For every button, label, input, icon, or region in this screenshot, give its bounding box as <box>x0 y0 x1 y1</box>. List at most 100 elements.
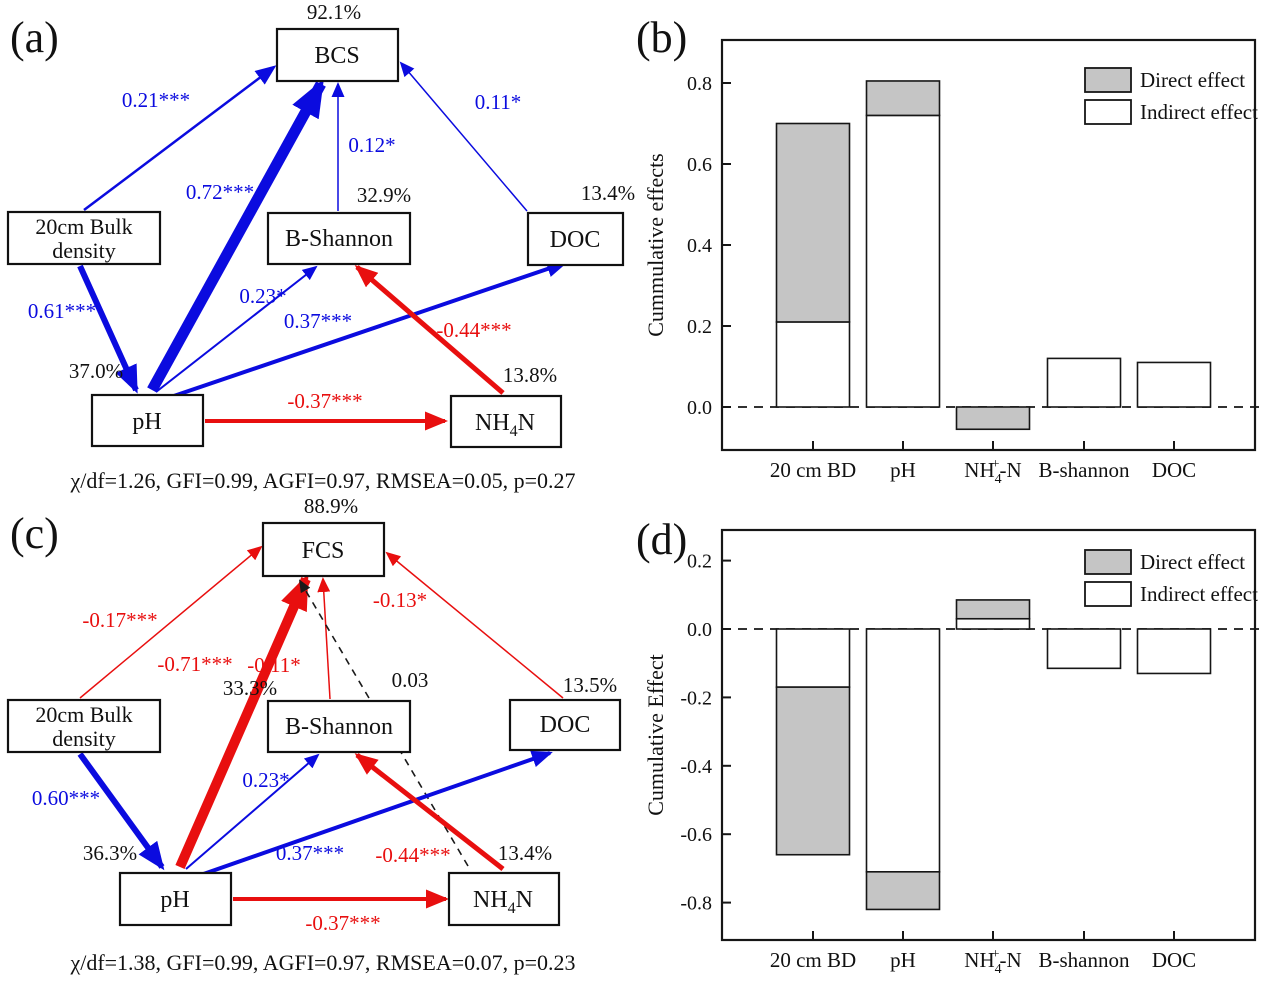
bar-pH-direct <box>865 80 941 117</box>
path-ph-to-bcs-arrow <box>147 78 326 393</box>
coef-bulk-fcs: -0.17*** <box>82 608 157 632</box>
legend-swatch-direct <box>1084 549 1132 575</box>
bcs-label: BCS <box>314 43 359 69</box>
fit-statistics-a: χ/df=1.26, GFI=0.99, AGFI=0.97, RMSEA=0.… <box>69 468 575 493</box>
path-ph-to-doc-arrow <box>161 260 568 402</box>
y-tick-label: -0.8 <box>680 893 712 915</box>
bar-NH4+-N-direct <box>955 406 1031 431</box>
x-category-label: B-shannon <box>1039 948 1130 972</box>
y-tick-label: 0.6 <box>687 154 712 176</box>
legend-swatch-indirect <box>1084 581 1132 607</box>
bcs-box <box>275 27 400 83</box>
coef-bulk-ph: 0.61*** <box>28 299 96 323</box>
r2-fcs: 88.9% <box>304 494 358 518</box>
bar-B-shannon-indirect <box>1046 357 1122 408</box>
path-nh4n-to-bshannon-arrow <box>354 265 505 395</box>
coef-ph-bshannon-c: 0.23* <box>242 768 289 792</box>
bshannon-label-a: B-Shannon <box>285 226 393 252</box>
r2-doc-a: 13.4% <box>581 181 635 205</box>
bar-pH-direct <box>865 871 941 911</box>
ph-box-a <box>90 393 205 448</box>
r2-bshannon-a: 32.9% <box>357 183 411 207</box>
bar-DOC-indirect <box>1136 361 1212 408</box>
coef-ph-doc: 0.37*** <box>284 309 352 333</box>
bulk-density-label-line2-a: density <box>52 238 116 263</box>
coef-ph-fcs: -0.71*** <box>157 652 232 676</box>
fit-statistics-c: χ/df=1.38, GFI=0.99, AGFI=0.97, RMSEA=0.… <box>69 950 575 975</box>
nh4n-box-a <box>449 394 563 449</box>
bar-20 cm BD-indirect <box>775 321 851 408</box>
plot-frame <box>720 528 1257 942</box>
bar-chart-b: 0.0 0.2 0.4 0.6 0.8 20 cm BD pH NH4+-N B-shannon… <box>636 13 1263 487</box>
bar-NH4+-N-indirect <box>955 617 1031 630</box>
bar-20 cm BD-direct <box>775 686 851 856</box>
coef-ph-bcs: 0.72*** <box>186 180 254 204</box>
nh4n-label-a: NH4N <box>475 410 535 440</box>
path-bshannon-to-fcs-arrow <box>317 577 331 700</box>
r2-nh4n-a: 13.8% <box>503 363 557 387</box>
legend-label: Indirect effect <box>1140 582 1258 606</box>
bshannon-box-c <box>266 699 412 754</box>
nh4n-suffix-a: N <box>518 410 535 436</box>
bar-B-shannon-indirect <box>1046 628 1122 670</box>
bulk-density-label-line1-c: 20cm Bulk <box>35 702 132 727</box>
coef-bulk-ph-c: 0.60*** <box>32 786 100 810</box>
y-tick-label: 0.8 <box>687 73 712 95</box>
coef-doc-fcs: -0.13* <box>373 588 427 612</box>
bar-20 cm BD-direct <box>775 122 851 323</box>
coef-nh4n-bshannon: -0.44*** <box>436 318 511 342</box>
legend-swatch-direct <box>1084 67 1132 93</box>
nh4n-base-c: NH <box>473 887 508 913</box>
y-tick-label: 0.4 <box>687 235 712 257</box>
ph-box-c <box>118 871 233 927</box>
coef-doc-bcs: 0.11* <box>475 90 521 114</box>
bshannon-label-c: B-Shannon <box>285 714 393 740</box>
r2-nh4n-c: 13.4% <box>498 841 552 865</box>
bulk-density-label-line1-a: 20cm Bulk <box>35 214 132 239</box>
path-bulk-to-ph-arrow <box>77 264 139 394</box>
coef-ph-nh4n-c: -0.37*** <box>305 911 380 935</box>
path-ph-to-bshannon-arrow-c <box>185 753 320 870</box>
y-axis-label: Cumulative Effect <box>643 654 668 816</box>
x-category-label: DOC <box>1152 458 1196 482</box>
bulk-density-label-line2-c: density <box>52 726 116 751</box>
bulk-density-box-a <box>6 210 162 266</box>
nh4n-sub-a: 4 <box>510 423 518 440</box>
bar-20 cm BD-indirect <box>775 628 851 688</box>
y-tick-label: 0.2 <box>687 316 712 338</box>
coef-nh4n-bshannon-c: -0.44*** <box>375 843 450 867</box>
coef-bshannon-fcs: -0.11* <box>247 653 300 677</box>
coef-ph-bshannon: 0.23* <box>239 284 286 308</box>
path-bulk-to-ph-arrow-c <box>77 752 165 871</box>
nh4n-sub-c: 4 <box>508 900 516 917</box>
path-doc-to-fcs-arrow <box>385 551 564 699</box>
path-bulk-to-bcs-arrow <box>83 65 277 211</box>
panel-letter-d: (d) <box>636 515 687 564</box>
y-tick-label: -0.2 <box>680 687 712 709</box>
path-ph-to-bshannon-arrow <box>155 265 318 393</box>
nh4n-suffix-c: N <box>516 887 533 913</box>
path-doc-to-bcs-arrow <box>399 61 528 212</box>
nh4n-box-c <box>447 871 561 927</box>
bar-pH-indirect <box>865 628 941 873</box>
coef-nh4n-fcs: 0.03 <box>392 668 429 692</box>
y-tick-label: 0.2 <box>687 551 712 573</box>
y-axis-label: Cummulative effects <box>643 153 668 337</box>
panel-letter-c: (c) <box>10 509 59 558</box>
coef-bshannon-bcs: 0.12* <box>348 133 395 157</box>
bar-NH4+-N-direct <box>955 599 1031 620</box>
bshannon-box-a <box>266 211 412 266</box>
y-tick-label: 0.0 <box>687 397 712 419</box>
legend-label: Direct effect <box>1140 68 1245 92</box>
path-bulk-to-fcs-arrow <box>79 545 263 699</box>
coef-ph-doc-c: 0.37*** <box>276 841 344 865</box>
legend-swatch-indirect <box>1084 99 1132 125</box>
r2-ph-a: 37.0% <box>69 359 123 383</box>
legend-label: Indirect effect <box>1140 100 1258 124</box>
r2-bcs: 92.1% <box>307 0 361 24</box>
bulk-density-box-c <box>6 698 162 754</box>
doc-label-a: DOC <box>550 227 601 253</box>
x-category-label: NH4+-N <box>964 947 1021 977</box>
bar-chart-d: 0.2 0.0 -0.2 -0.4 -0.6 -0.8 20 cm BD pH NH4+-N B-… <box>636 515 1263 977</box>
